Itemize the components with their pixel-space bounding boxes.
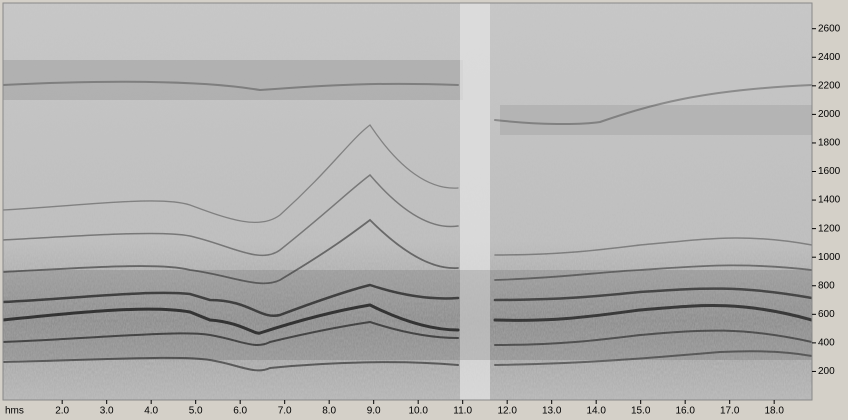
x-tick-label: 16.0 — [675, 406, 695, 417]
y-tick-label: 600 — [818, 309, 835, 320]
x-tick-label: 15.0 — [631, 406, 651, 417]
y-tick-label: 400 — [818, 338, 835, 349]
x-tick-label: 14.0 — [586, 406, 606, 417]
x-tick-label: 12.0 — [497, 406, 517, 417]
x-tick-label: 10.0 — [408, 406, 428, 417]
y-tick-label: 1600 — [818, 166, 841, 177]
x-tick-label: 8.0 — [322, 406, 336, 417]
x-tick-label: 6.0 — [233, 406, 247, 417]
x-tick-label: 7.0 — [278, 406, 292, 417]
x-tick-label: 13.0 — [542, 406, 562, 417]
axes: 200 400 600 800 1000 1200 1400 1600 1800 2000 2200… — [55, 23, 840, 416]
spectrogram-image — [3, 3, 812, 400]
x-tick-label: 2.0 — [55, 406, 69, 417]
y-tick-label: 1400 — [818, 195, 841, 206]
y-tick-label: 2400 — [818, 52, 841, 63]
y-tick-label: 2600 — [818, 23, 841, 34]
y-tick-label: 1200 — [818, 223, 841, 234]
y-tick-label: 200 — [818, 366, 835, 377]
y-tick-label: 1000 — [818, 252, 841, 263]
y-tick-label: 1800 — [818, 138, 841, 149]
y-tick-label: 800 — [818, 280, 835, 291]
x-tick-label: 5.0 — [189, 406, 203, 417]
x-axis-label: hms — [5, 406, 24, 417]
y-tick-label: 2000 — [818, 109, 841, 120]
y-tick-label: 2200 — [818, 80, 841, 91]
x-tick-label: 18.0 — [764, 406, 784, 417]
x-tick-label: 3.0 — [100, 406, 114, 417]
x-tick-label: 4.0 — [144, 406, 158, 417]
x-tick-label: 9.0 — [367, 406, 381, 417]
x-tick-label: 11.0 — [453, 406, 472, 417]
plot-frame — [2, 2, 813, 401]
x-tick-label: 17.0 — [720, 406, 740, 417]
